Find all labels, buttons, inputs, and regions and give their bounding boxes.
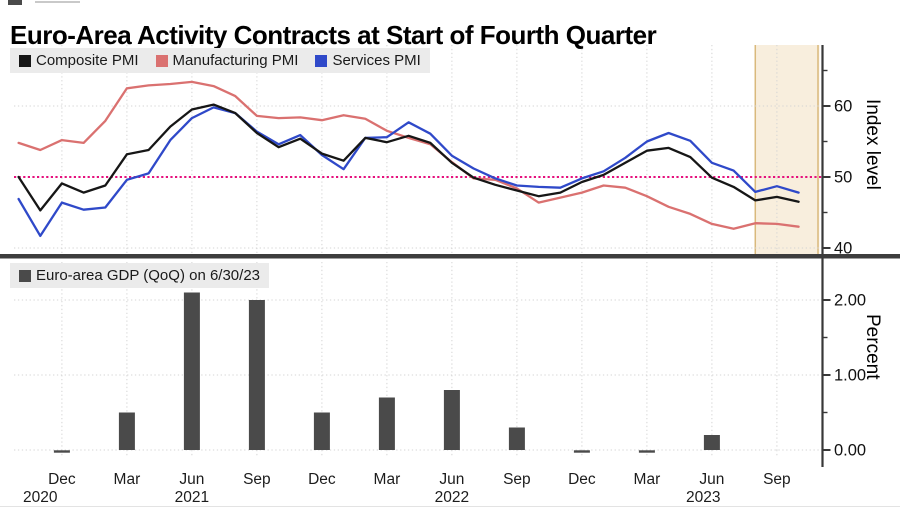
gdp-bar bbox=[118, 412, 135, 450]
screen-artifact bbox=[8, 0, 22, 5]
gdp-bar bbox=[638, 450, 655, 453]
month-label: Jun bbox=[179, 471, 204, 488]
year-label: 2020 bbox=[23, 489, 58, 506]
legend-item-composite: Composite PMI bbox=[19, 52, 139, 69]
gdp-swatch-icon bbox=[19, 269, 31, 282]
month-label: Dec bbox=[568, 471, 596, 488]
month-label: Sep bbox=[243, 471, 271, 488]
month-label: Sep bbox=[763, 471, 791, 488]
legend-item-manufacturing: Manufacturing PMI bbox=[155, 52, 299, 69]
gdp-bar bbox=[378, 397, 395, 450]
gdp-bar bbox=[313, 412, 330, 450]
index-tick-label: 60 bbox=[834, 98, 852, 116]
month-label: Jun bbox=[699, 471, 724, 488]
pmi-legend: Composite PMI Manufacturing PMI Services… bbox=[10, 48, 430, 73]
gdp-bar bbox=[443, 390, 460, 450]
year-label: 2021 bbox=[175, 489, 209, 506]
year-label: 2022 bbox=[435, 489, 469, 506]
month-label: Mar bbox=[634, 471, 661, 488]
pmi-line-services bbox=[17, 106, 800, 238]
percent-axis-title: Percent bbox=[862, 314, 883, 380]
month-label: Sep bbox=[503, 471, 531, 488]
index-level-axis-title: Index level bbox=[862, 99, 883, 190]
services-swatch-icon bbox=[315, 54, 328, 67]
month-label: Dec bbox=[48, 471, 76, 488]
legend-item-services: Services PMI bbox=[315, 52, 421, 69]
gdp-bar bbox=[53, 450, 70, 453]
page-edge-line bbox=[0, 506, 900, 507]
month-label: Jun bbox=[439, 471, 464, 488]
month-label: Mar bbox=[374, 471, 401, 488]
legend-item-gdp: Euro-area GDP (QoQ) on 6/30/23 bbox=[19, 267, 260, 284]
gdp-legend-label: Euro-area GDP (QoQ) on 6/30/23 bbox=[36, 267, 261, 284]
percent-tick-label: 2.00 bbox=[834, 292, 866, 310]
composite-legend-label: Composite PMI bbox=[36, 52, 139, 69]
panel-separator bbox=[0, 254, 900, 259]
index-tick-label: 40 bbox=[834, 240, 852, 258]
gdp-bar bbox=[703, 435, 720, 450]
manufacturing-swatch-icon bbox=[155, 54, 168, 67]
pmi-line-manufacturing bbox=[17, 80, 800, 230]
chart-title: Euro-Area Activity Contracts at Start of… bbox=[10, 20, 657, 51]
gdp-legend: Euro-area GDP (QoQ) on 6/30/23 bbox=[10, 263, 270, 288]
services-legend-label: Services PMI bbox=[332, 52, 421, 69]
gdp-bar bbox=[573, 450, 590, 453]
gdp-bar bbox=[508, 427, 525, 450]
highlight-band bbox=[755, 45, 820, 255]
manufacturing-legend-label: Manufacturing PMI bbox=[172, 52, 299, 69]
month-label: Dec bbox=[308, 471, 336, 488]
year-label: 2023 bbox=[686, 489, 720, 506]
gdp-bar bbox=[248, 300, 265, 450]
month-label: Mar bbox=[114, 471, 141, 488]
index-tick-label: 50 bbox=[834, 169, 852, 187]
pmi-line-composite bbox=[17, 103, 800, 212]
percent-tick-label: 1.00 bbox=[834, 367, 866, 385]
screen-artifact bbox=[35, 1, 80, 3]
percent-tick-label: 0.00 bbox=[834, 442, 866, 460]
gdp-bar bbox=[183, 292, 200, 450]
composite-swatch-icon bbox=[19, 54, 31, 67]
